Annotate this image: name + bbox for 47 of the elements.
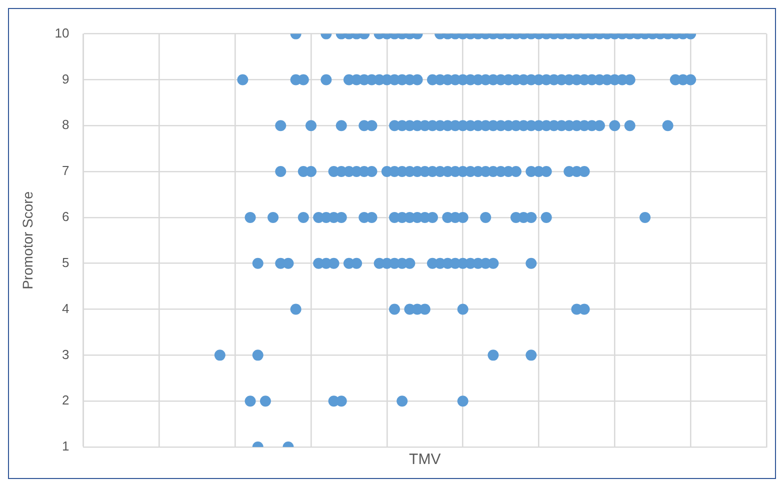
point xyxy=(609,120,620,132)
point xyxy=(306,120,317,132)
y-tick-label: 10 xyxy=(54,25,70,40)
y-tick-label: 4 xyxy=(62,300,70,316)
y-tick-label: 3 xyxy=(62,346,70,362)
point xyxy=(457,396,468,407)
point xyxy=(252,258,264,269)
y-tick-label: 6 xyxy=(62,209,70,224)
point xyxy=(320,74,332,86)
point xyxy=(290,304,302,315)
x-axis-title: TMV xyxy=(409,451,441,468)
point xyxy=(244,396,256,407)
point xyxy=(260,396,271,407)
y-tick-label: 7 xyxy=(62,163,70,178)
point xyxy=(237,74,248,86)
point xyxy=(404,258,416,269)
point xyxy=(389,304,400,315)
point xyxy=(480,212,492,223)
point xyxy=(275,120,286,132)
point xyxy=(662,120,674,132)
point xyxy=(214,350,226,361)
point xyxy=(526,212,537,223)
point xyxy=(526,258,537,269)
point xyxy=(624,120,636,132)
y-tick-label: 1 xyxy=(62,438,70,454)
point xyxy=(396,396,408,407)
y-tick-label: 5 xyxy=(62,254,70,270)
point xyxy=(366,120,378,132)
y-tick-label: 9 xyxy=(62,71,70,86)
point xyxy=(640,212,651,223)
point xyxy=(457,304,468,315)
point xyxy=(526,350,537,361)
point xyxy=(685,74,696,86)
y-tick-label: 2 xyxy=(62,392,70,408)
point xyxy=(244,212,256,223)
point xyxy=(298,212,309,223)
point xyxy=(540,212,552,223)
point xyxy=(488,258,499,269)
point xyxy=(306,166,317,178)
point xyxy=(275,166,286,178)
point xyxy=(268,212,279,223)
point xyxy=(351,258,362,269)
point xyxy=(336,120,347,132)
y-axis-title: Promotor Score xyxy=(19,191,36,290)
point xyxy=(488,350,499,361)
y-tick-label: 8 xyxy=(62,117,70,132)
point xyxy=(252,350,264,361)
